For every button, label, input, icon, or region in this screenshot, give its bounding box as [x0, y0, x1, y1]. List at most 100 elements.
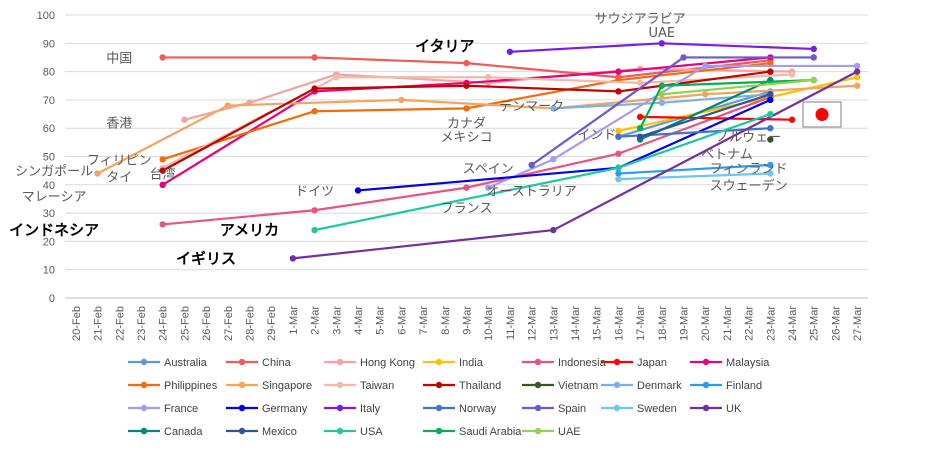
legend-label: China [262, 357, 292, 369]
data-point [463, 105, 470, 112]
y-tick-label: 70 [43, 95, 55, 107]
data-point [311, 85, 318, 92]
data-point [615, 68, 622, 75]
x-tick-label: 12-Mar [527, 306, 539, 341]
legend-item: Philippines [128, 380, 218, 392]
x-tick-label: 23-Feb [136, 306, 148, 341]
legend-swatch-marker [140, 404, 148, 412]
data-point [333, 74, 340, 81]
legend-item: Denmark [601, 380, 682, 392]
legend-item: Taiwan [324, 380, 394, 392]
data-point [853, 68, 861, 75]
data-point [159, 156, 166, 163]
y-tick-label: 30 [43, 208, 55, 220]
x-tick-label: 19-Mar [679, 306, 691, 341]
data-point [658, 91, 666, 98]
data-point [615, 175, 622, 183]
legend-item: Norway [423, 403, 497, 415]
data-point [767, 59, 774, 67]
legend-item: Hong Kong [324, 357, 415, 369]
legend-label: Singapore [262, 380, 312, 392]
legend-swatch-marker [613, 404, 621, 412]
annotation-label: ノルウェー [716, 131, 781, 146]
data-point [550, 156, 557, 163]
x-tick-label: 6-Mar [396, 306, 408, 335]
data-point [788, 116, 796, 123]
annotation-label: フィリピン [87, 153, 152, 168]
y-tick-label: 0 [49, 293, 55, 305]
data-point [615, 170, 622, 177]
data-point [767, 96, 774, 104]
data-point [159, 54, 166, 61]
data-point [702, 91, 709, 98]
y-tick-label: 90 [43, 38, 55, 50]
x-tick-label: 3-Mar [331, 306, 343, 335]
series-saudi-arabia [636, 76, 817, 132]
x-tick-label: 11-Mar [505, 306, 517, 340]
legend-label: France [164, 403, 198, 415]
legend-item: Vietnam [522, 380, 598, 392]
legend-label: Canada [164, 426, 203, 438]
series-line [661, 78, 814, 96]
legend-item: Italy [324, 403, 381, 415]
data-point [506, 48, 514, 55]
series-italy [506, 40, 817, 55]
data-point [311, 108, 318, 115]
legend-item: Indonesia [522, 357, 607, 369]
x-tick-label: 16-Mar [613, 306, 625, 341]
data-point [615, 127, 622, 135]
data-point [289, 255, 297, 262]
legend-item: Japan [601, 357, 667, 369]
legend-label: India [459, 357, 484, 369]
legend-swatch-marker [702, 381, 710, 389]
x-tick-label: 26-Mar [830, 306, 842, 341]
annotation-label: サウジアラビア [595, 12, 686, 27]
x-tick-label: 27-Feb [223, 306, 235, 341]
legend-swatch-marker [140, 358, 148, 366]
legend-label: Thailand [459, 380, 501, 392]
legend-swatch-marker [435, 358, 443, 366]
data-point [636, 125, 644, 132]
data-point [658, 40, 666, 47]
data-point [550, 226, 557, 234]
data-point [767, 170, 774, 177]
data-point [181, 116, 188, 123]
data-point [463, 59, 470, 67]
legend-item: USA [324, 426, 383, 438]
legend-swatch-marker [336, 404, 344, 412]
annotation-label: イタリア [415, 37, 474, 55]
annotation-label: カナダ [447, 117, 486, 132]
legend: Australia China Hong Kong India Indonesia Jap… [128, 357, 770, 438]
annotation-label: スウェーデン [710, 178, 788, 194]
data-point [159, 181, 166, 188]
y-tick-label: 20 [43, 236, 55, 248]
legend-swatch-marker [435, 381, 443, 389]
legend-swatch-marker [238, 404, 246, 412]
annotation-label: オーストラリア [486, 184, 576, 199]
data-point [853, 62, 861, 70]
x-tick-label: 25-Mar [809, 306, 821, 341]
series-lines [94, 40, 861, 262]
annotation-label: ベトナム [701, 148, 753, 163]
series-usa [311, 110, 774, 234]
legend-item: India [423, 357, 484, 369]
legend-label: Philippines [164, 380, 218, 392]
x-tick-label: 26-Feb [201, 306, 213, 341]
legend-label: Finland [726, 380, 762, 392]
data-point [615, 164, 622, 172]
legend-item: Canada [128, 426, 203, 438]
legend-swatch-marker [534, 381, 542, 389]
annotation-label: 香港 [106, 117, 132, 132]
annotation-label: インドネシア [9, 221, 99, 239]
legend-label: Indonesia [558, 357, 607, 369]
legend-item: Malaysia [690, 357, 770, 369]
data-point [354, 187, 362, 194]
legend-label: Norway [459, 403, 497, 415]
data-point [463, 184, 470, 191]
data-point [658, 82, 666, 89]
x-tick-label: 14-Mar [570, 306, 582, 341]
data-point [636, 79, 644, 87]
x-tick-label: 20-Mar [700, 306, 712, 341]
